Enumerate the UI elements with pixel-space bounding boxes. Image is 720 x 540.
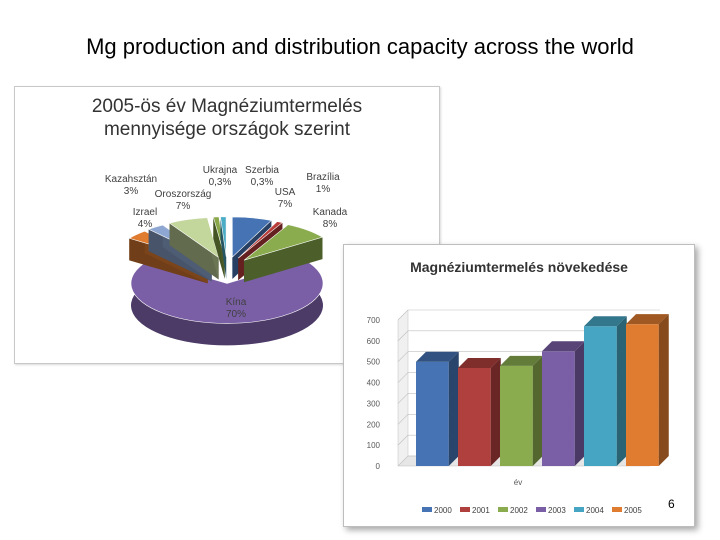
bar-2002 — [500, 355, 543, 466]
grid-line-diag — [397, 330, 409, 342]
pie-label-name-4: Oroszország — [155, 189, 212, 200]
pie-title-line-2: mennyisége országok szerint — [103, 119, 351, 140]
svg-text:2005: 2005 — [624, 506, 642, 515]
pie-label-name-8: Brazília — [306, 172, 340, 183]
pie-chart-title: 2005-ös év Magnéziumtermelés mennyisége … — [15, 95, 439, 141]
grid-line-diag — [397, 393, 409, 404]
svg-text:2003: 2003 — [548, 506, 566, 515]
pie-label-name-7: USA — [275, 187, 296, 198]
x-axis-label: év — [514, 478, 522, 487]
pie-chart-panel: 2005-ös év Magnéziumtermelés mennyisége … — [14, 86, 440, 364]
legend-item-2001: 2001 — [460, 506, 490, 515]
svg-text:2001: 2001 — [472, 506, 490, 515]
pie-label-name-2: Izrael — [133, 207, 157, 218]
y-tick-label: 0 — [376, 462, 381, 471]
bar-2003 — [542, 341, 585, 466]
slide-title: Mg production and distribution capacity … — [86, 34, 634, 59]
pie-label-value-1: 70% — [226, 309, 246, 320]
legend-item-2005: 2005 — [612, 506, 642, 515]
bar-2000 — [416, 351, 459, 466]
y-tick-label: 500 — [367, 358, 381, 367]
pie-label-value-2: 4% — [138, 219, 153, 230]
pie-label-name-6: Szerbia — [245, 165, 279, 176]
legend-item-2000: 2000 — [422, 506, 452, 515]
page-number: 6 — [668, 497, 675, 511]
pie-label-value-3: 3% — [124, 186, 139, 197]
svg-text:2002: 2002 — [510, 506, 528, 515]
bar-2005 — [626, 314, 669, 466]
pie-label-value-8: 1% — [316, 184, 331, 195]
pie-label-name-5: Ukrajna — [203, 165, 238, 176]
bar-chart-panel: Magnéziumtermelés növekedése 0 100 200 300 4… — [343, 244, 695, 527]
pie-slice-6 — [220, 216, 227, 279]
pie-label-value-9: 8% — [323, 219, 338, 230]
legend-item-2002: 2002 — [498, 506, 528, 515]
pie-slice-9 — [243, 224, 324, 283]
svg-text:2004: 2004 — [586, 506, 604, 515]
bar-2004 — [584, 316, 627, 466]
bar-side-wall — [397, 309, 409, 467]
bar-2001 — [458, 357, 501, 466]
pie-label-value-4: 7% — [176, 201, 191, 212]
bar-chart: 0 100 200 300 400 500 600 700 év 2000 2001 2002 2003… — [367, 309, 669, 515]
grid-line-diag — [397, 372, 409, 383]
grid-line-diag — [397, 414, 409, 425]
grid-line-diag — [397, 455, 409, 467]
bar-chart-title: Magnéziumtermelés növekedése — [410, 259, 628, 275]
y-tick-label: 100 — [367, 441, 381, 450]
legend-item-2004: 2004 — [574, 506, 604, 515]
y-tick-label: 600 — [367, 337, 381, 346]
y-tick-label: 400 — [367, 379, 381, 388]
grid-line-diag — [397, 434, 409, 446]
svg-text:2000: 2000 — [434, 506, 452, 515]
pie-title-line-1: 2005-ös év Magnéziumtermelés — [91, 96, 363, 117]
pie-label-name-3: Kazahsztán — [105, 174, 157, 185]
y-tick-label: 700 — [367, 316, 381, 325]
grid-line-diag — [397, 351, 409, 362]
pie-label-name-1: Kína — [226, 297, 247, 308]
pie-label-name-9: Kanada — [313, 207, 348, 218]
y-tick-label: 300 — [367, 399, 381, 408]
grid-line-diag — [397, 309, 409, 321]
pie-slice-4 — [168, 217, 220, 280]
pie-label-value-5: 0,3% — [209, 177, 232, 188]
y-tick-label: 200 — [367, 420, 381, 429]
legend-item-2003: 2003 — [536, 506, 566, 515]
pie-label-value-7: 7% — [278, 199, 293, 210]
pie-label-value-6: 0,3% — [251, 177, 274, 188]
